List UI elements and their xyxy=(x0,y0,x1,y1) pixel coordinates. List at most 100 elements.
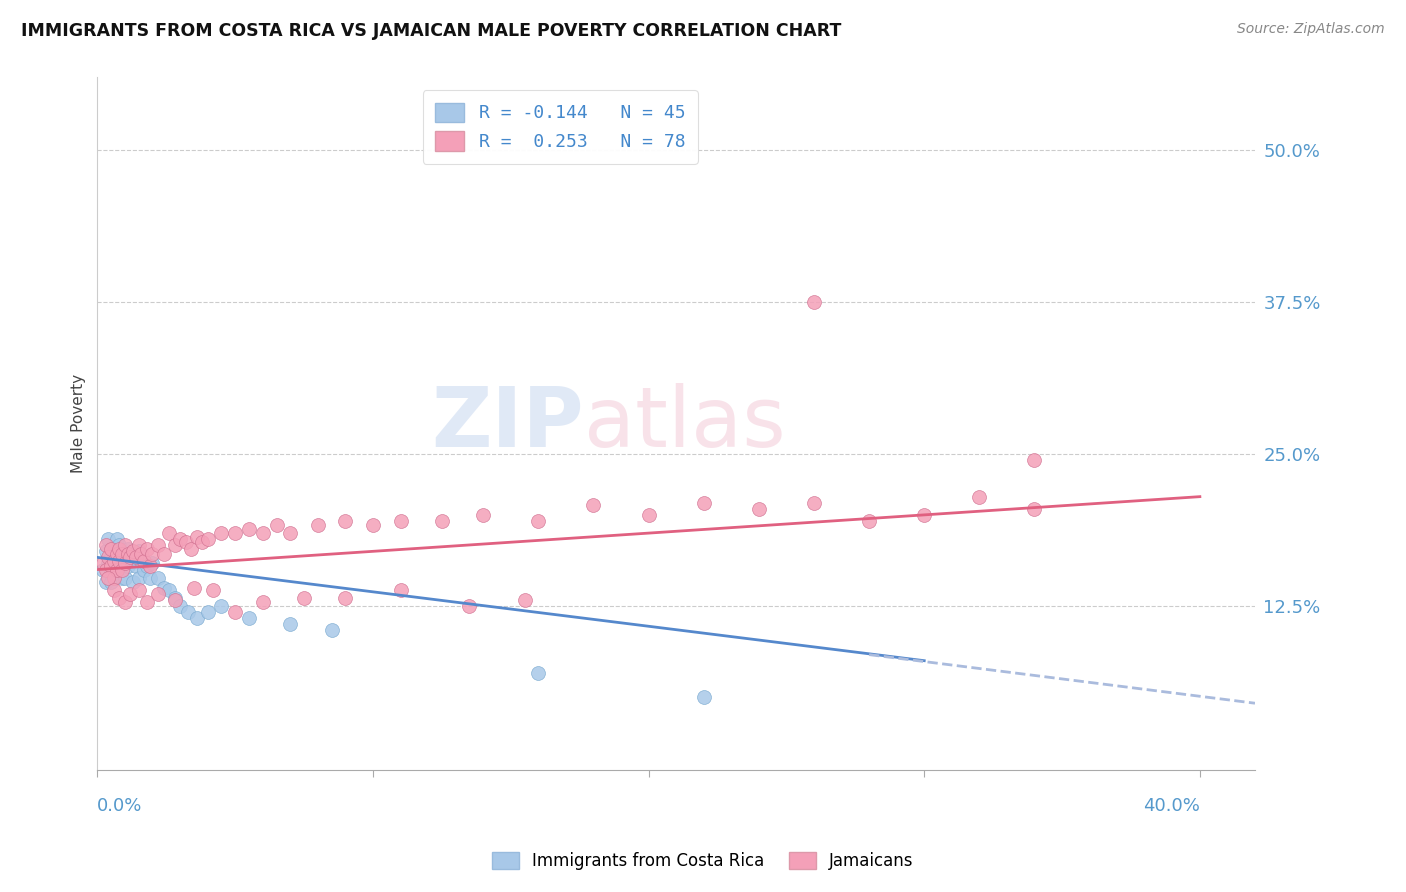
Point xyxy=(94,538,117,552)
Point xyxy=(131,554,153,568)
Point xyxy=(180,541,202,556)
Point xyxy=(120,587,142,601)
Point xyxy=(128,571,150,585)
Point xyxy=(157,526,180,541)
Point xyxy=(430,514,453,528)
Point xyxy=(103,554,125,568)
Point xyxy=(152,547,174,561)
Point xyxy=(146,538,169,552)
Point xyxy=(114,571,136,585)
Point xyxy=(527,514,550,528)
Point xyxy=(108,591,131,605)
Point xyxy=(146,571,169,585)
Point xyxy=(335,591,357,605)
Point xyxy=(111,547,134,561)
Point xyxy=(122,550,145,565)
Point xyxy=(105,547,128,561)
Point xyxy=(458,599,481,613)
Point xyxy=(100,541,122,556)
Point xyxy=(202,583,225,598)
Point xyxy=(191,534,214,549)
Text: IMMIGRANTS FROM COSTA RICA VS JAMAICAN MALE POVERTY CORRELATION CHART: IMMIGRANTS FROM COSTA RICA VS JAMAICAN M… xyxy=(21,22,841,40)
Point xyxy=(146,587,169,601)
Point xyxy=(361,517,384,532)
Point xyxy=(693,496,716,510)
Point xyxy=(174,534,197,549)
Point xyxy=(94,563,117,577)
Point xyxy=(637,508,659,522)
Point xyxy=(292,591,315,605)
Point xyxy=(134,554,156,568)
Point xyxy=(103,583,125,598)
Point xyxy=(103,544,125,558)
Point xyxy=(97,557,120,571)
Point xyxy=(128,538,150,552)
Point xyxy=(120,550,142,565)
Point xyxy=(111,563,134,577)
Point xyxy=(335,514,357,528)
Point xyxy=(125,550,148,565)
Point xyxy=(91,563,114,577)
Point xyxy=(108,563,131,577)
Point xyxy=(125,558,148,573)
Point xyxy=(105,550,128,565)
Point xyxy=(114,550,136,565)
Point xyxy=(117,558,139,573)
Point xyxy=(969,490,991,504)
Point xyxy=(321,624,343,638)
Point xyxy=(108,554,131,568)
Point xyxy=(117,547,139,561)
Point xyxy=(103,563,125,577)
Point xyxy=(100,563,122,577)
Point xyxy=(169,532,191,546)
Point xyxy=(472,508,495,522)
Point xyxy=(513,593,536,607)
Point xyxy=(114,557,136,571)
Point xyxy=(858,514,880,528)
Point xyxy=(134,563,156,577)
Text: 0.0%: 0.0% xyxy=(97,797,143,814)
Point xyxy=(307,517,329,532)
Point xyxy=(1024,453,1046,467)
Point xyxy=(136,595,159,609)
Point xyxy=(197,605,219,619)
Point xyxy=(209,526,232,541)
Text: atlas: atlas xyxy=(583,384,786,464)
Point xyxy=(128,544,150,558)
Point xyxy=(108,541,131,556)
Point xyxy=(138,571,160,585)
Point xyxy=(120,554,142,568)
Point xyxy=(186,611,208,625)
Point xyxy=(122,544,145,558)
Point xyxy=(100,558,122,573)
Y-axis label: Male Poverty: Male Poverty xyxy=(72,374,86,474)
Point xyxy=(389,514,412,528)
Point xyxy=(1024,501,1046,516)
Point xyxy=(141,547,163,561)
Point xyxy=(131,547,153,561)
Point xyxy=(177,605,200,619)
Point xyxy=(169,599,191,613)
Point xyxy=(252,595,274,609)
Point xyxy=(138,558,160,573)
Point xyxy=(582,498,605,512)
Text: 40.0%: 40.0% xyxy=(1143,797,1199,814)
Text: Source: ZipAtlas.com: Source: ZipAtlas.com xyxy=(1237,22,1385,37)
Point xyxy=(183,581,205,595)
Point xyxy=(94,544,117,558)
Point xyxy=(97,550,120,565)
Point xyxy=(238,611,260,625)
Point xyxy=(100,574,122,589)
Point xyxy=(803,496,825,510)
Point xyxy=(527,665,550,680)
Point xyxy=(693,690,716,705)
Point xyxy=(111,547,134,561)
Point xyxy=(114,595,136,609)
Point xyxy=(912,508,935,522)
Point xyxy=(91,557,114,571)
Point xyxy=(224,605,246,619)
Point xyxy=(111,571,134,585)
Point xyxy=(100,550,122,565)
Point xyxy=(209,599,232,613)
Point xyxy=(197,532,219,546)
